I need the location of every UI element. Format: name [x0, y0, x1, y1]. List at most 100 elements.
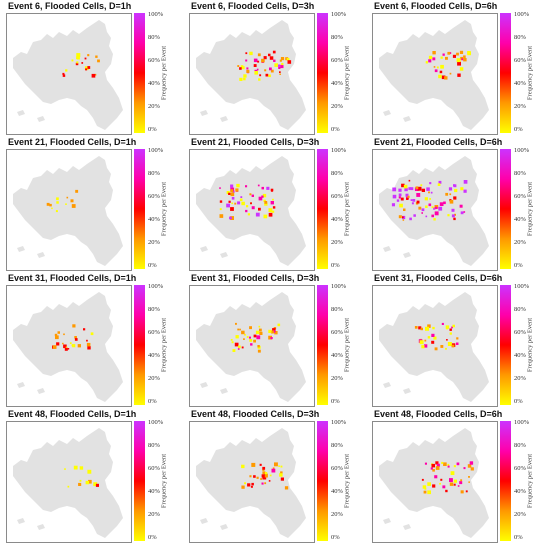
- flooded-cell: [422, 485, 427, 489]
- panel-title: Event 48, Flooded Cells, D=6h: [374, 409, 503, 419]
- flooded-cell: [434, 69, 438, 73]
- region-map: [379, 156, 489, 266]
- flooded-cell: [445, 489, 448, 493]
- flooded-cell: [417, 186, 422, 191]
- colorbar-tick-label: 0%: [331, 398, 340, 405]
- map-frame: [372, 149, 498, 271]
- flooded-cell: [250, 202, 252, 205]
- flooded-cell: [249, 193, 252, 196]
- land-shape: [379, 292, 489, 402]
- flooded-cell: [438, 74, 442, 79]
- flooded-cell: [420, 184, 423, 187]
- region-map: [379, 20, 489, 130]
- panel-title: Event 6, Flooded Cells, D=3h: [191, 1, 315, 11]
- flooded-cell: [253, 334, 257, 338]
- region-map: [13, 428, 123, 538]
- flooded-cell: [93, 482, 98, 487]
- flooded-cell: [272, 210, 275, 213]
- map-frame: [372, 285, 498, 407]
- flooded-cell: [237, 328, 240, 331]
- flooded-cell: [420, 327, 423, 331]
- flooded-cell: [261, 482, 264, 485]
- panel-title: Event 31, Flooded Cells, D=3h: [191, 273, 320, 283]
- flooded-cell: [448, 187, 453, 191]
- flooded-cell: [428, 191, 430, 194]
- flooded-cell: [411, 202, 414, 205]
- colorbar-tick-label: 0%: [148, 398, 157, 405]
- flooded-cell: [425, 205, 428, 208]
- flooded-cell: [76, 61, 79, 64]
- colorbar-tick-label: 100%: [514, 283, 530, 290]
- flooded-cell: [243, 74, 247, 78]
- land-shape: [383, 518, 391, 524]
- flooded-cell: [232, 190, 235, 193]
- flooded-cell: [460, 211, 464, 215]
- colorbar-label: Frequency per Event: [526, 181, 534, 237]
- flooded-cell: [270, 69, 274, 73]
- colorbar-tick-label: 20%: [514, 375, 526, 382]
- panel-title: Event 48, Flooded Cells, D=1h: [8, 409, 137, 419]
- panel-title: Event 6, Flooded Cells, D=1h: [8, 1, 132, 11]
- colorbar-tick-label: 40%: [331, 488, 343, 495]
- colorbar: [317, 13, 328, 133]
- flooded-cell: [262, 193, 267, 198]
- flooded-cell: [398, 215, 402, 219]
- colorbar-label: Frequency per Event: [160, 181, 168, 237]
- flooded-cell: [410, 199, 413, 201]
- region-map: [196, 428, 306, 538]
- colorbar: [134, 421, 145, 541]
- flooded-cell: [444, 76, 448, 80]
- colorbar-tick-label: 60%: [514, 329, 526, 336]
- colorbar-tick-label: 40%: [148, 80, 160, 87]
- flooded-cell: [392, 194, 397, 199]
- flooded-cell: [230, 189, 234, 193]
- map-frame: [6, 421, 132, 543]
- flooded-cell: [449, 478, 453, 482]
- flooded-cell: [427, 324, 431, 328]
- flooded-cell: [408, 179, 411, 182]
- flooded-cell: [231, 341, 234, 344]
- colorbar-tick-label: 40%: [331, 352, 343, 359]
- flooded-cell: [414, 187, 419, 191]
- flooded-cell: [399, 203, 403, 208]
- flooded-cell: [263, 199, 266, 203]
- flooded-cell: [259, 463, 262, 466]
- flooded-cell: [447, 463, 450, 466]
- flooded-cell: [247, 483, 251, 487]
- flooded-cell: [415, 186, 419, 190]
- land-shape: [379, 20, 489, 130]
- flooded-cell: [241, 66, 245, 70]
- flooded-cell: [239, 198, 243, 202]
- flooded-cell: [457, 485, 460, 487]
- flooded-cell: [228, 192, 231, 195]
- land-shape: [200, 382, 208, 388]
- flooded-cell: [433, 207, 436, 210]
- colorbar: [317, 285, 328, 405]
- colorbar-label: Frequency per Event: [343, 45, 351, 101]
- colorbar-label: Frequency per Event: [526, 453, 534, 509]
- flooded-cell: [279, 71, 281, 73]
- colorbar-tick-label: 40%: [148, 216, 160, 223]
- flooded-cell: [262, 466, 266, 470]
- colorbar-tick-label: 80%: [148, 442, 160, 449]
- flooded-cell: [84, 57, 87, 60]
- land-shape: [220, 252, 228, 258]
- flooded-cell: [402, 216, 404, 219]
- flooded-cell: [421, 188, 425, 192]
- flooded-cell: [239, 328, 241, 331]
- flooded-cell: [245, 209, 248, 213]
- colorbar-tick-label: 0%: [148, 126, 157, 133]
- flooded-cell: [449, 72, 452, 75]
- region-map: [196, 292, 306, 402]
- flooded-cell: [231, 202, 233, 205]
- colorbar-tick-label: 60%: [148, 193, 160, 200]
- flooded-cell: [270, 201, 274, 205]
- colorbar-label: Frequency per Event: [526, 45, 534, 101]
- flooded-cell: [253, 475, 256, 478]
- flooded-cell: [257, 349, 261, 353]
- flooded-cell: [453, 483, 456, 486]
- flooded-cell: [251, 206, 255, 210]
- flooded-cell: [261, 186, 264, 190]
- flooded-cell: [432, 484, 436, 488]
